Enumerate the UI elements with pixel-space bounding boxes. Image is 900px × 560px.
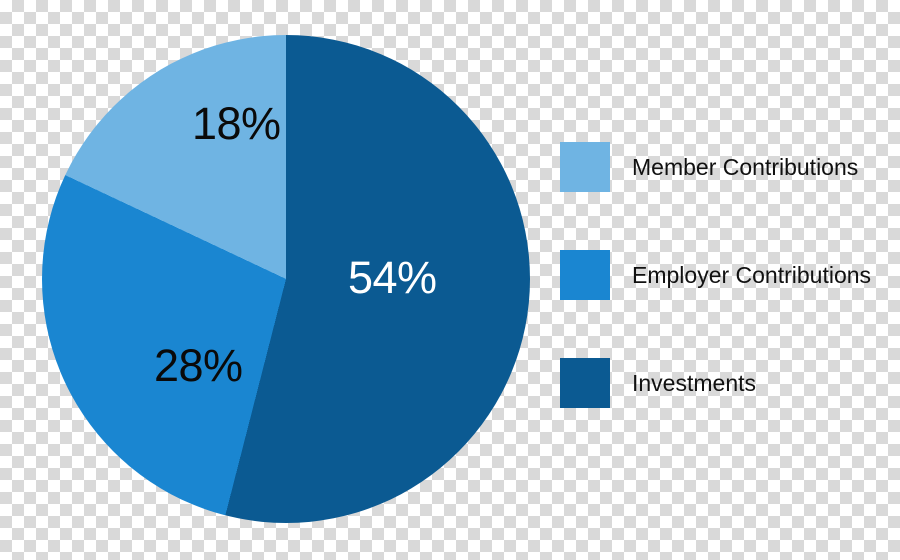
legend-item-investments: Investments bbox=[560, 358, 871, 408]
legend: Member Contributions Employer Contributi… bbox=[560, 142, 871, 408]
pie-chart: 54% 28% 18% bbox=[42, 35, 530, 523]
pie-disc bbox=[42, 35, 530, 523]
legend-swatch-employer bbox=[560, 250, 610, 300]
legend-item-member: Member Contributions bbox=[560, 142, 871, 192]
pie-slice-label-investments: 54% bbox=[348, 252, 437, 304]
pie-slice-label-member: 18% bbox=[192, 98, 281, 150]
legend-swatch-investments bbox=[560, 358, 610, 408]
legend-item-employer: Employer Contributions bbox=[560, 250, 871, 300]
legend-swatch-member bbox=[560, 142, 610, 192]
legend-label-investments: Investments bbox=[632, 370, 756, 397]
legend-label-member: Member Contributions bbox=[632, 154, 858, 181]
legend-label-employer: Employer Contributions bbox=[632, 262, 871, 289]
chart-canvas: 54% 28% 18% Member Contributions Employe… bbox=[0, 0, 900, 560]
pie-slice-label-employer: 28% bbox=[154, 340, 243, 392]
